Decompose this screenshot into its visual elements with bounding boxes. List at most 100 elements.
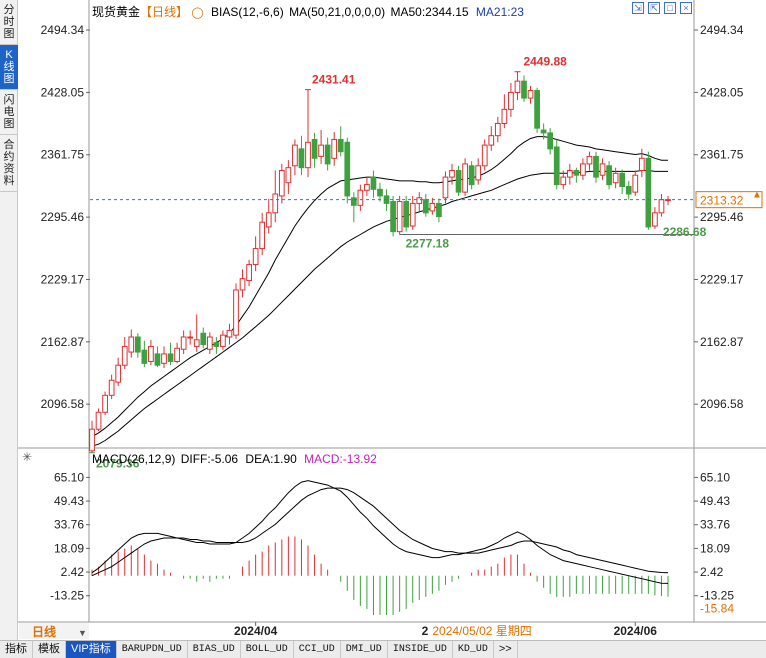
price-axis-label-right: 2295.46 [700, 210, 744, 224]
tab-vip-indicator[interactable]: VIP指标 [66, 640, 117, 658]
tab-kd[interactable]: KD_UD [453, 640, 494, 658]
current-price-label: 2313.32 [700, 194, 744, 208]
candle-body-down [311, 138, 318, 159]
tab-lightning[interactable]: 闪电图 [0, 90, 18, 135]
candle-body-down [547, 132, 554, 150]
time-axis-partial-label: 2 [422, 624, 429, 638]
candle-body-down [370, 176, 377, 190]
tab-bias[interactable]: BIAS_UD [188, 640, 241, 658]
candle-body-down [553, 146, 560, 186]
candle-body-up [121, 345, 128, 366]
period-label-bottom: 日线 [32, 624, 56, 639]
candle-body-up [396, 201, 403, 233]
period-label[interactable]: 【日线】 [140, 5, 189, 19]
extreme-annotation: 2286.68 [663, 225, 707, 239]
ma21-label: MA21:23 [475, 5, 524, 19]
tab-fenshi[interactable]: 分时图 [0, 0, 18, 45]
tab-indicator[interactable]: 指标 [0, 640, 33, 658]
candle-body-down [455, 170, 462, 193]
candle-body-up [272, 193, 279, 214]
zoom-out-icon[interactable]: ⇲ [632, 2, 644, 14]
current-price-box [695, 191, 763, 209]
candle-body-down [422, 199, 429, 214]
candle-body-up [331, 138, 338, 159]
candle-body-up [265, 212, 272, 228]
restore-icon[interactable]: □ [664, 2, 676, 14]
candle-body-up [658, 199, 665, 214]
candle-body-up [206, 336, 213, 350]
candle-body-down [141, 349, 148, 364]
price-marker-icon: ▲ [752, 190, 762, 201]
time-axis-label: 2024/04 [234, 624, 278, 638]
zoom-in-icon[interactable]: ⇱ [648, 2, 660, 14]
price-axis-label-left: 2162.87 [41, 335, 85, 349]
candle-body-up [259, 221, 266, 250]
candle-body-down [645, 157, 652, 228]
candle-body-down [540, 129, 547, 134]
price-axis-label-left: 2295.46 [41, 210, 85, 224]
tab-more[interactable]: >> [494, 640, 518, 658]
candle-body-down [154, 353, 161, 366]
tab-dmi[interactable]: DMI_UD [341, 640, 388, 658]
macd-diff-line [91, 480, 669, 584]
tab-inside[interactable]: INSIDE_UD [388, 640, 453, 658]
price-axis-label-right: 2428.05 [700, 85, 744, 99]
chart-svg[interactable]: 2494.34 2494.34 2428.05 2428.05 2361.75 2361.… [0, 0, 766, 640]
coin-icon[interactable]: ◯ [191, 7, 204, 19]
candle-body-up [586, 155, 593, 165]
candle-body-up [514, 80, 521, 93]
candle-body-up [318, 144, 324, 157]
candle-body-down [436, 202, 442, 218]
extreme-annotation: 2079.36 [96, 457, 140, 471]
macd-axis-label-right: -13.25 [700, 589, 734, 603]
macd-settings-icon[interactable]: ✳ [22, 450, 33, 464]
candle-body-up [462, 163, 468, 193]
ma50-label: MA50:2344.15 [390, 5, 469, 19]
candle-body-up [187, 336, 194, 339]
candle-body-down [403, 201, 410, 228]
candle-body-up [226, 329, 233, 338]
period-box [19, 623, 89, 639]
candle-body-up [128, 336, 135, 353]
candle-body-down [298, 148, 305, 169]
candle-body-up [429, 202, 436, 212]
tab-cci[interactable]: CCI_UD [294, 640, 341, 658]
macd-axis-label-right: 33.76 [700, 518, 730, 532]
price-axis-label-right: 2162.87 [700, 335, 744, 349]
macd-header: MACD(26,12,9) DIFF:-5.06 DEA:1.90 MACD:-… [92, 452, 377, 466]
macd-axis-label-right: 65.10 [700, 470, 730, 484]
current-macd-label: -15.84 [700, 602, 734, 616]
tab-barupdn[interactable]: BARUPDN_UD [117, 640, 188, 658]
candle-body-up [481, 144, 488, 167]
macd-dea-line [91, 487, 669, 577]
macd-axis-label-right: 2.42 [700, 565, 724, 579]
candle-body-up [449, 170, 455, 178]
candle-body-down [390, 201, 396, 233]
price-axis-label-left: 2428.05 [41, 85, 85, 99]
candle-body-down [324, 144, 331, 165]
close-icon[interactable]: × [680, 2, 692, 14]
candle-body-up [246, 264, 252, 282]
tab-contract-info[interactable]: 合约资料 [0, 135, 18, 192]
candle-body-up [612, 172, 619, 184]
indicator-tab-bar: 指标 模板 VIP指标 BARUPDN_UD BIAS_UD BOLL_UD C… [0, 640, 766, 658]
candle-body-up [652, 212, 658, 227]
candle-body-down [134, 336, 141, 353]
macd-params: MACD(26,12,9) [92, 452, 176, 466]
candle-body-up [180, 336, 187, 350]
candle-body-up [115, 364, 122, 383]
price-axis-label-right: 2361.75 [700, 148, 744, 162]
extreme-annotation: 2277.18 [406, 236, 450, 250]
candle-body-up [161, 353, 167, 364]
tab-template[interactable]: 模板 [33, 640, 66, 658]
tab-boll[interactable]: BOLL_UD [241, 640, 294, 658]
candle-body-down [606, 165, 612, 186]
ma-params-label: MA(50,21,0,0,0,0) [289, 5, 386, 19]
price-axis-label-right: 2229.17 [700, 272, 744, 286]
price-axis-label-left: 2096.58 [41, 397, 85, 411]
candle-body-down [573, 170, 580, 176]
candle-body-up [108, 379, 115, 396]
price-axis-label-left: 2361.75 [41, 148, 85, 162]
candle-body-up [580, 163, 586, 176]
